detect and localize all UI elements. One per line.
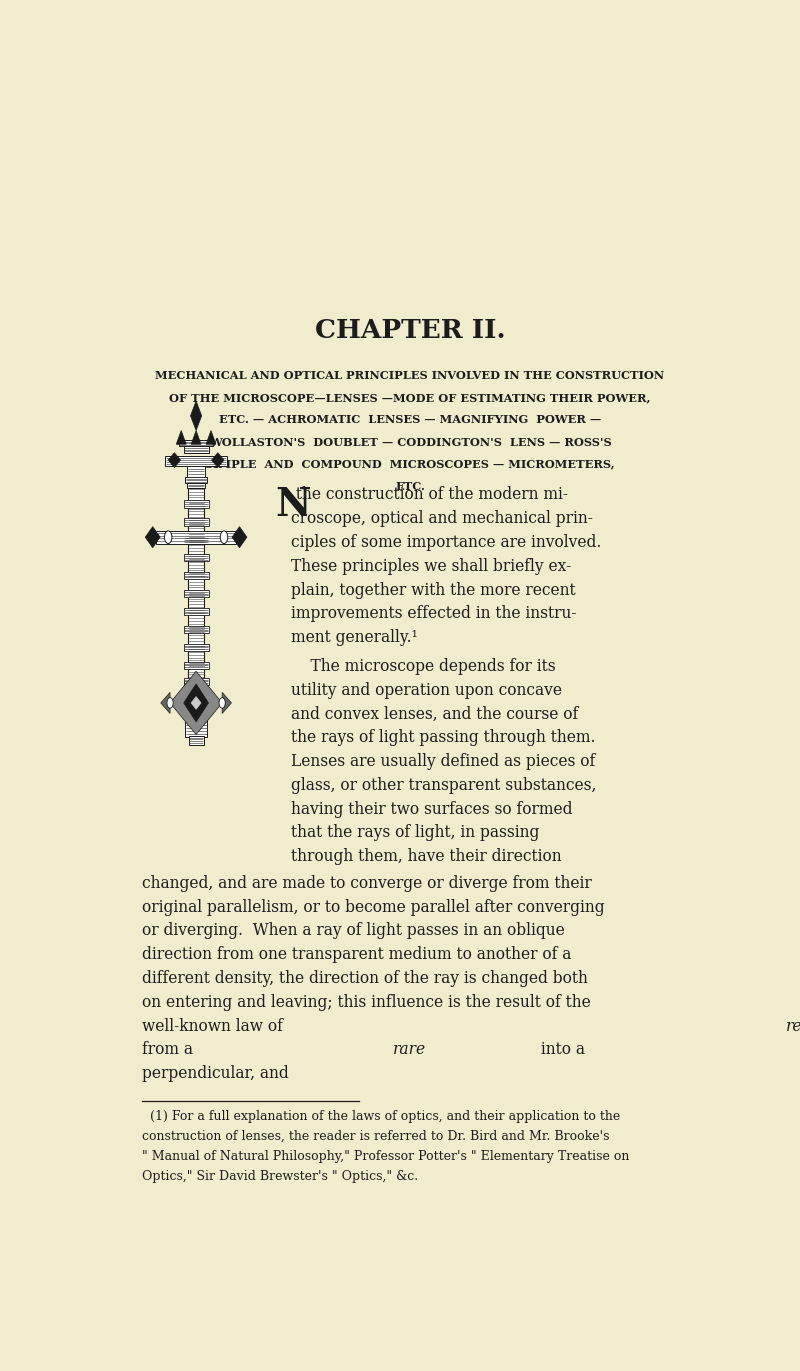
- Text: through them, have their direction: through them, have their direction: [291, 849, 562, 865]
- Text: ETC.: ETC.: [395, 481, 425, 492]
- Bar: [184, 625, 209, 633]
- Text: and convex lenses, and the course of: and convex lenses, and the course of: [291, 706, 578, 723]
- Polygon shape: [146, 526, 160, 548]
- Circle shape: [220, 531, 228, 543]
- Polygon shape: [222, 692, 231, 713]
- Bar: [185, 477, 207, 484]
- Text: Optics," Sir David Brewster's " Optics," &c.: Optics," Sir David Brewster's " Optics,"…: [142, 1169, 418, 1183]
- Text: croscope, optical and mechanical prin-: croscope, optical and mechanical prin-: [291, 510, 593, 528]
- Text: utility and operation upon concave: utility and operation upon concave: [291, 681, 562, 699]
- Polygon shape: [190, 400, 202, 430]
- Text: construction of lenses, the reader is referred to Dr. Bird and Mr. Brooke's: construction of lenses, the reader is re…: [142, 1130, 610, 1143]
- Text: These principles we shall briefly ex-: These principles we shall briefly ex-: [291, 558, 571, 574]
- Text: N: N: [275, 487, 310, 525]
- Text: plain, together with the more recent: plain, together with the more recent: [291, 581, 575, 599]
- Text: into a: into a: [535, 1041, 590, 1058]
- Circle shape: [219, 698, 226, 709]
- Polygon shape: [184, 684, 209, 723]
- Polygon shape: [232, 526, 247, 548]
- Bar: [184, 500, 209, 507]
- Bar: [184, 607, 209, 616]
- Bar: [189, 736, 203, 746]
- Bar: [165, 457, 227, 466]
- Bar: [184, 447, 209, 452]
- Text: from a: from a: [142, 1041, 198, 1058]
- Bar: [188, 488, 204, 687]
- Bar: [178, 440, 214, 447]
- Text: on entering and leaving; this influence is the result of the: on entering and leaving; this influence …: [142, 994, 591, 1010]
- Text: improvements effected in the instru-: improvements effected in the instru-: [291, 605, 577, 622]
- Text: the rays of light passing through them.: the rays of light passing through them.: [291, 729, 595, 746]
- Bar: [187, 466, 205, 478]
- Text: original parallelism, or to become parallel after converging: original parallelism, or to become paral…: [142, 899, 605, 916]
- Text: The microscope depends for its: The microscope depends for its: [291, 658, 555, 675]
- Text: ciples of some importance are involved.: ciples of some importance are involved.: [291, 535, 602, 551]
- Text: SIMPLE  AND  COMPOUND  MICROSCOPES — MICROMETERS,: SIMPLE AND COMPOUND MICROSCOPES — MICROM…: [205, 459, 615, 470]
- Text: OF THE MICROSCOPE—LENSES —MODE OF ESTIMATING THEIR POWER,: OF THE MICROSCOPE—LENSES —MODE OF ESTIMA…: [170, 392, 650, 403]
- Bar: [185, 705, 207, 736]
- Polygon shape: [191, 696, 201, 709]
- Text: glass, or other transparent substances,: glass, or other transparent substances,: [291, 777, 596, 794]
- Text: CHAPTER II.: CHAPTER II.: [314, 318, 506, 343]
- Polygon shape: [168, 452, 181, 468]
- Text: the construction of the modern mi-: the construction of the modern mi-: [291, 487, 568, 503]
- Text: direction from one transparent medium to another of a: direction from one transparent medium to…: [142, 946, 571, 964]
- Text: rare: rare: [393, 1041, 426, 1058]
- Text: WOLLASTON'S  DOUBLET — CODDINGTON'S  LENS — ROSS'S: WOLLASTON'S DOUBLET — CODDINGTON'S LENS …: [209, 436, 611, 448]
- Text: MECHANICAL AND OPTICAL PRINCIPLES INVOLVED IN THE CONSTRUCTION: MECHANICAL AND OPTICAL PRINCIPLES INVOLV…: [155, 370, 665, 381]
- Text: well-known law of: well-known law of: [142, 1017, 288, 1035]
- Bar: [187, 484, 205, 488]
- Circle shape: [167, 698, 173, 709]
- Circle shape: [165, 531, 172, 543]
- Bar: [184, 554, 209, 562]
- Text: (1) For a full explanation of the laws of optics, and their application to the: (1) For a full explanation of the laws o…: [142, 1111, 621, 1123]
- Polygon shape: [161, 692, 170, 713]
- Text: having their two surfaces so formed: having their two surfaces so formed: [291, 801, 573, 817]
- Polygon shape: [191, 430, 201, 444]
- Bar: [184, 518, 209, 525]
- Polygon shape: [170, 672, 222, 735]
- Text: Lenses are usually defined as pieces of: Lenses are usually defined as pieces of: [291, 753, 595, 771]
- Bar: [184, 677, 209, 686]
- Bar: [184, 590, 209, 598]
- Text: different density, the direction of the ray is changed both: different density, the direction of the …: [142, 971, 588, 987]
- Polygon shape: [176, 430, 186, 444]
- Bar: [184, 536, 209, 543]
- Text: " Manual of Natural Philosophy," Professor Potter's " Elementary Treatise on: " Manual of Natural Philosophy," Profess…: [142, 1150, 630, 1163]
- Text: ment generally.¹: ment generally.¹: [291, 629, 418, 646]
- Text: perpendicular, and: perpendicular, and: [142, 1065, 294, 1082]
- Text: refraction,: refraction,: [786, 1017, 800, 1035]
- Text: ETC. — ACHROMATIC  LENSES — MAGNIFYING  POWER —: ETC. — ACHROMATIC LENSES — MAGNIFYING PO…: [219, 414, 601, 425]
- Text: changed, and are made to converge or diverge from their: changed, and are made to converge or div…: [142, 875, 592, 893]
- Text: that the rays of light, in passing: that the rays of light, in passing: [291, 824, 539, 842]
- Bar: [184, 662, 209, 669]
- Bar: [184, 644, 209, 651]
- Bar: [156, 531, 237, 543]
- Polygon shape: [211, 452, 224, 468]
- Text: or diverging.  When a ray of light passes in an oblique: or diverging. When a ray of light passes…: [142, 923, 565, 939]
- Polygon shape: [206, 430, 216, 444]
- Bar: [184, 572, 209, 580]
